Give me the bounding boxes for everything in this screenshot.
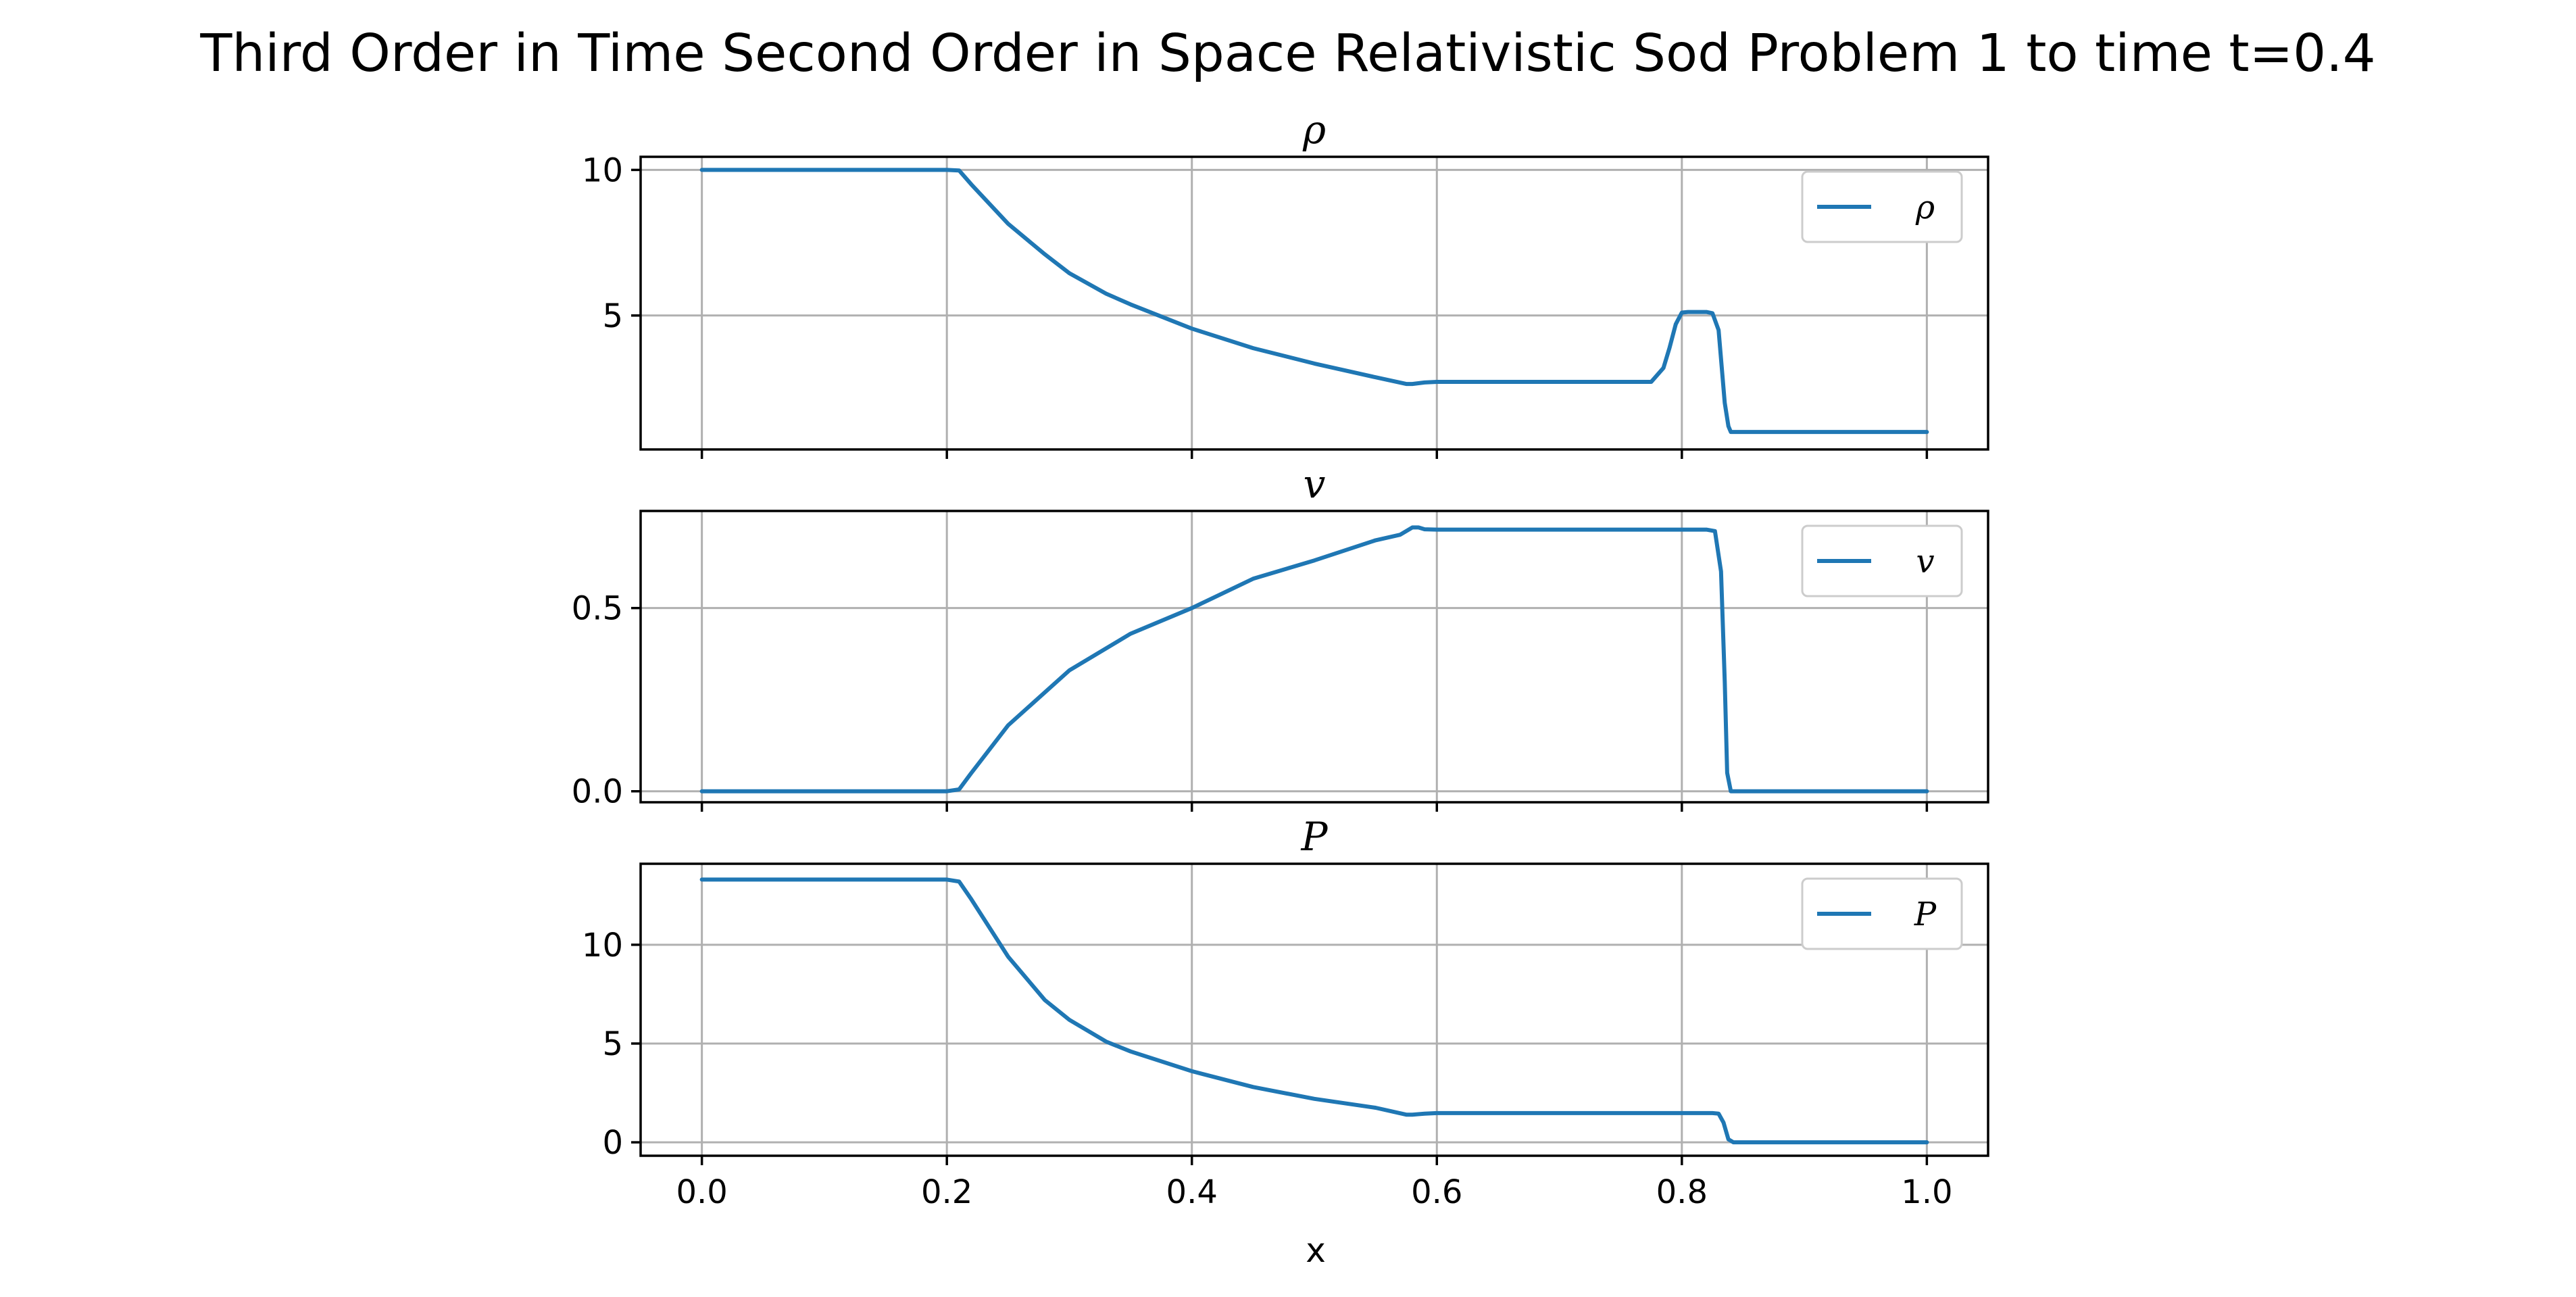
subplot-3: 0.0 0.2 0.4 0.6 0.8 1.0 0 5 10 P P: [582, 814, 1989, 1211]
axes-frame: [639, 510, 1989, 804]
subplot-1: 5 10 ρ ρ: [582, 107, 1989, 459]
series-line: [699, 877, 1929, 1145]
subplot-title: P: [1300, 814, 1328, 860]
subplot-2: 0.0 0.5 v v: [572, 461, 1989, 812]
y-tick-label: 0.5: [572, 590, 623, 628]
legend: ρ: [1801, 170, 1963, 243]
x-tick-label: 0.4: [1166, 1173, 1218, 1211]
x-tick-label: 0.2: [921, 1173, 972, 1211]
y-tick-label: 10: [582, 927, 623, 964]
legend-box: [1801, 170, 1963, 243]
figure-title: Third Order in Time Second Order in Spac…: [199, 24, 2375, 84]
legend-label: ρ: [1915, 189, 1935, 226]
legend-box: [1801, 524, 1963, 597]
x-tick-label: 0.8: [1656, 1173, 1708, 1211]
legend: v: [1801, 524, 1963, 597]
y-tick-label: 10: [582, 151, 623, 189]
legend-box: [1801, 877, 1963, 950]
legend-label: v: [1916, 543, 1934, 581]
x-tick-label: 0.6: [1411, 1173, 1462, 1211]
axes-frame: [639, 155, 1989, 451]
x-tick-label: 0.0: [676, 1173, 727, 1211]
axes-frame: [639, 862, 1989, 1157]
x-axis-label: x: [1306, 1231, 1326, 1270]
legend-label: P: [1914, 896, 1937, 933]
subplot-panels: 5 10 ρ ρ 0.0 0.5 v v 0.0 0.2 0.4 0.6 0.8 1.0 0 5 10 P P: [572, 107, 1989, 1211]
y-tick-label: 5: [602, 1025, 623, 1063]
subplot-title: v: [1304, 461, 1326, 507]
y-tick-label: 5: [602, 297, 623, 335]
series-line: [699, 525, 1929, 793]
x-tick-label: 1.0: [1901, 1173, 1952, 1211]
y-tick-label: 0: [602, 1124, 623, 1162]
series-line: [699, 168, 1929, 435]
legend: P: [1801, 877, 1963, 950]
subplot-title: ρ: [1302, 107, 1326, 153]
y-tick-label: 0.0: [572, 773, 623, 811]
